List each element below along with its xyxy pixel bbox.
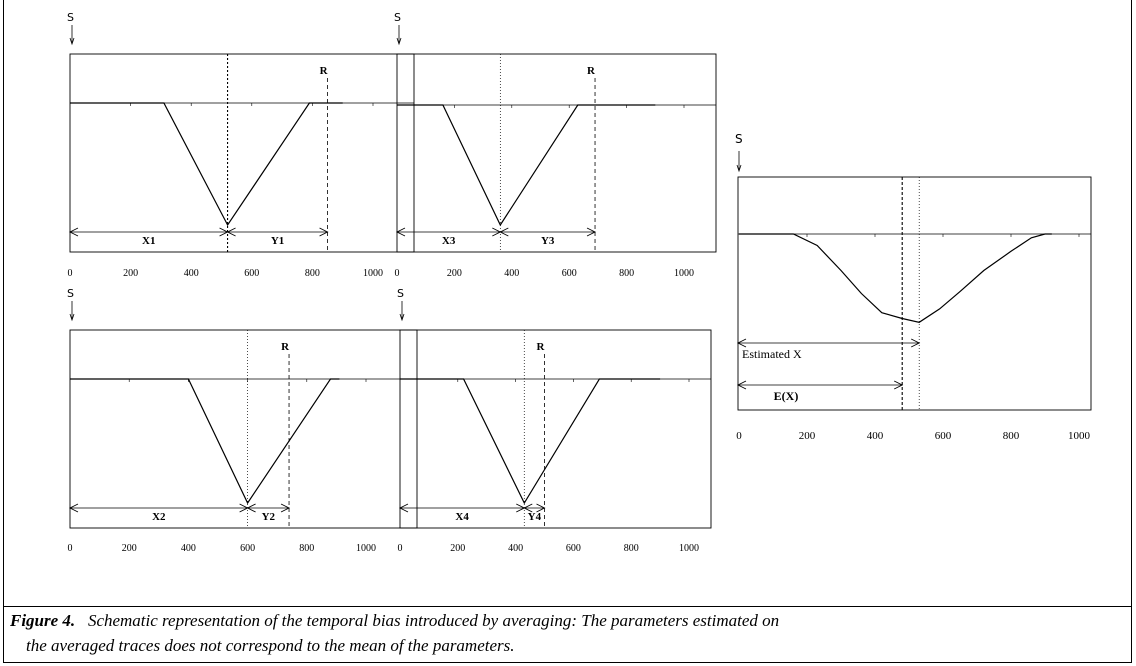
trace-line [70,102,343,227]
average-trace-panel: S Estimated X E(X) 0 200 400 600 800 1000 [735,132,1092,442]
source-label: S [394,11,401,24]
receiver-label: R [320,65,329,77]
tick-label: 800 [624,543,639,554]
figure-frame [3,0,1132,663]
tick-label: 200 [799,430,816,442]
y-arrow-head-left [246,503,256,513]
tick-label: 600 [244,268,259,279]
tick-label: 800 [619,268,634,279]
y-arrow-head-left [226,227,236,237]
expected-arrow-head-right [893,380,904,390]
source-label: S [397,287,404,300]
tick-label: 800 [1003,430,1020,442]
plot-box [396,53,717,253]
x-arrow-head-left [68,503,79,513]
receiver-label: R [537,341,546,353]
tick-label: 0 [398,543,403,554]
trace-panel-1: S R X1 Y1 0 200 400 600 800 1000 [67,11,415,279]
source-arrow-head [736,164,742,173]
x-interval-label: X3 [442,235,456,247]
tick-label: 0 [395,268,400,279]
trace-line [70,378,340,505]
tick-label: 200 [447,268,462,279]
tick-label: 0 [68,543,73,554]
x-arrow-head-left [68,227,79,237]
y-arrow-head-left [499,227,509,237]
source-label: S [67,11,74,24]
tick-label: 600 [562,268,577,279]
x-interval-label: X4 [455,511,469,523]
tick-label: 1000 [1068,430,1091,442]
tick-label: 600 [935,430,952,442]
tick-label: 200 [450,543,465,554]
tick-label: 1000 [674,268,694,279]
source-label: S [67,287,74,300]
tick-label: 400 [504,268,519,279]
y-arrow-head-right [319,227,329,237]
y-arrow-head-right [280,503,291,513]
caption-text-line1: Schematic representation of the temporal… [87,611,780,630]
tick-label: 1000 [679,543,699,554]
trace-line [400,378,661,505]
y-arrow-head-right [536,503,546,513]
trace-panel-2: S R X3 Y3 0 200 400 600 800 1000 [394,11,717,279]
receiver-label: R [587,65,596,77]
caption-text-line2: the averaged traces does not correspond … [26,636,515,655]
source-label: S [735,132,743,146]
tick-label: 1000 [363,268,383,279]
source-arrow-head [69,313,75,322]
tick-label: 800 [305,268,320,279]
y-arrow-head-left [523,503,533,513]
trace-panel-4: S R X4 Y4 0 200 400 600 800 1000 [397,287,712,554]
estimated-x-label: Estimated X [742,347,802,361]
plot-box [737,176,1092,411]
tick-label: 0 [736,430,742,442]
source-arrow-head [69,37,75,46]
averaged-trace-line [739,233,1052,323]
trace-panel-3: S R X2 Y2 0 200 400 600 800 1000 [67,287,418,554]
plot-box [399,329,712,529]
figure-plots: S R X1 Y1 0 200 400 600 800 1000 S R X3 Y3 0 200 400 600 8… [67,11,1092,554]
x-arrow-head-left [398,503,409,513]
tick-label: 400 [181,543,196,554]
tick-label: 1000 [356,543,376,554]
receiver-label: R [281,341,290,353]
x-arrow-head-left [395,227,406,237]
y-arrow-head-right [586,227,597,237]
tick-label: 200 [122,543,137,554]
y-interval-label: Y3 [541,235,555,247]
source-arrow-head [399,313,405,322]
tick-label: 400 [867,430,884,442]
estimated-arrow-head-left [736,338,747,348]
y-interval-label: Y1 [271,235,284,247]
tick-label: 400 [184,268,199,279]
plot-box [69,329,418,529]
tick-label: 200 [123,268,138,279]
tick-label: 600 [566,543,581,554]
expected-x-label: E(X) [774,389,799,403]
tick-label: 400 [508,543,523,554]
plot-box [69,53,415,253]
caption-label: Figure 4. [10,611,76,630]
source-arrow-head [396,37,402,46]
expected-arrow-head-left [736,380,747,390]
tick-label: 600 [240,543,255,554]
figure-caption: Figure 4. Schematic representation of th… [10,608,1126,658]
trace-line [397,104,656,227]
tick-label: 0 [68,268,73,279]
caption-divider [3,606,1132,607]
estimated-arrow-head-right [910,338,921,348]
y-interval-label: Y2 [262,511,276,523]
x-interval-label: X2 [152,511,166,523]
tick-label: 800 [299,543,314,554]
y-interval-label: Y4 [528,511,542,523]
x-interval-label: X1 [142,235,155,247]
